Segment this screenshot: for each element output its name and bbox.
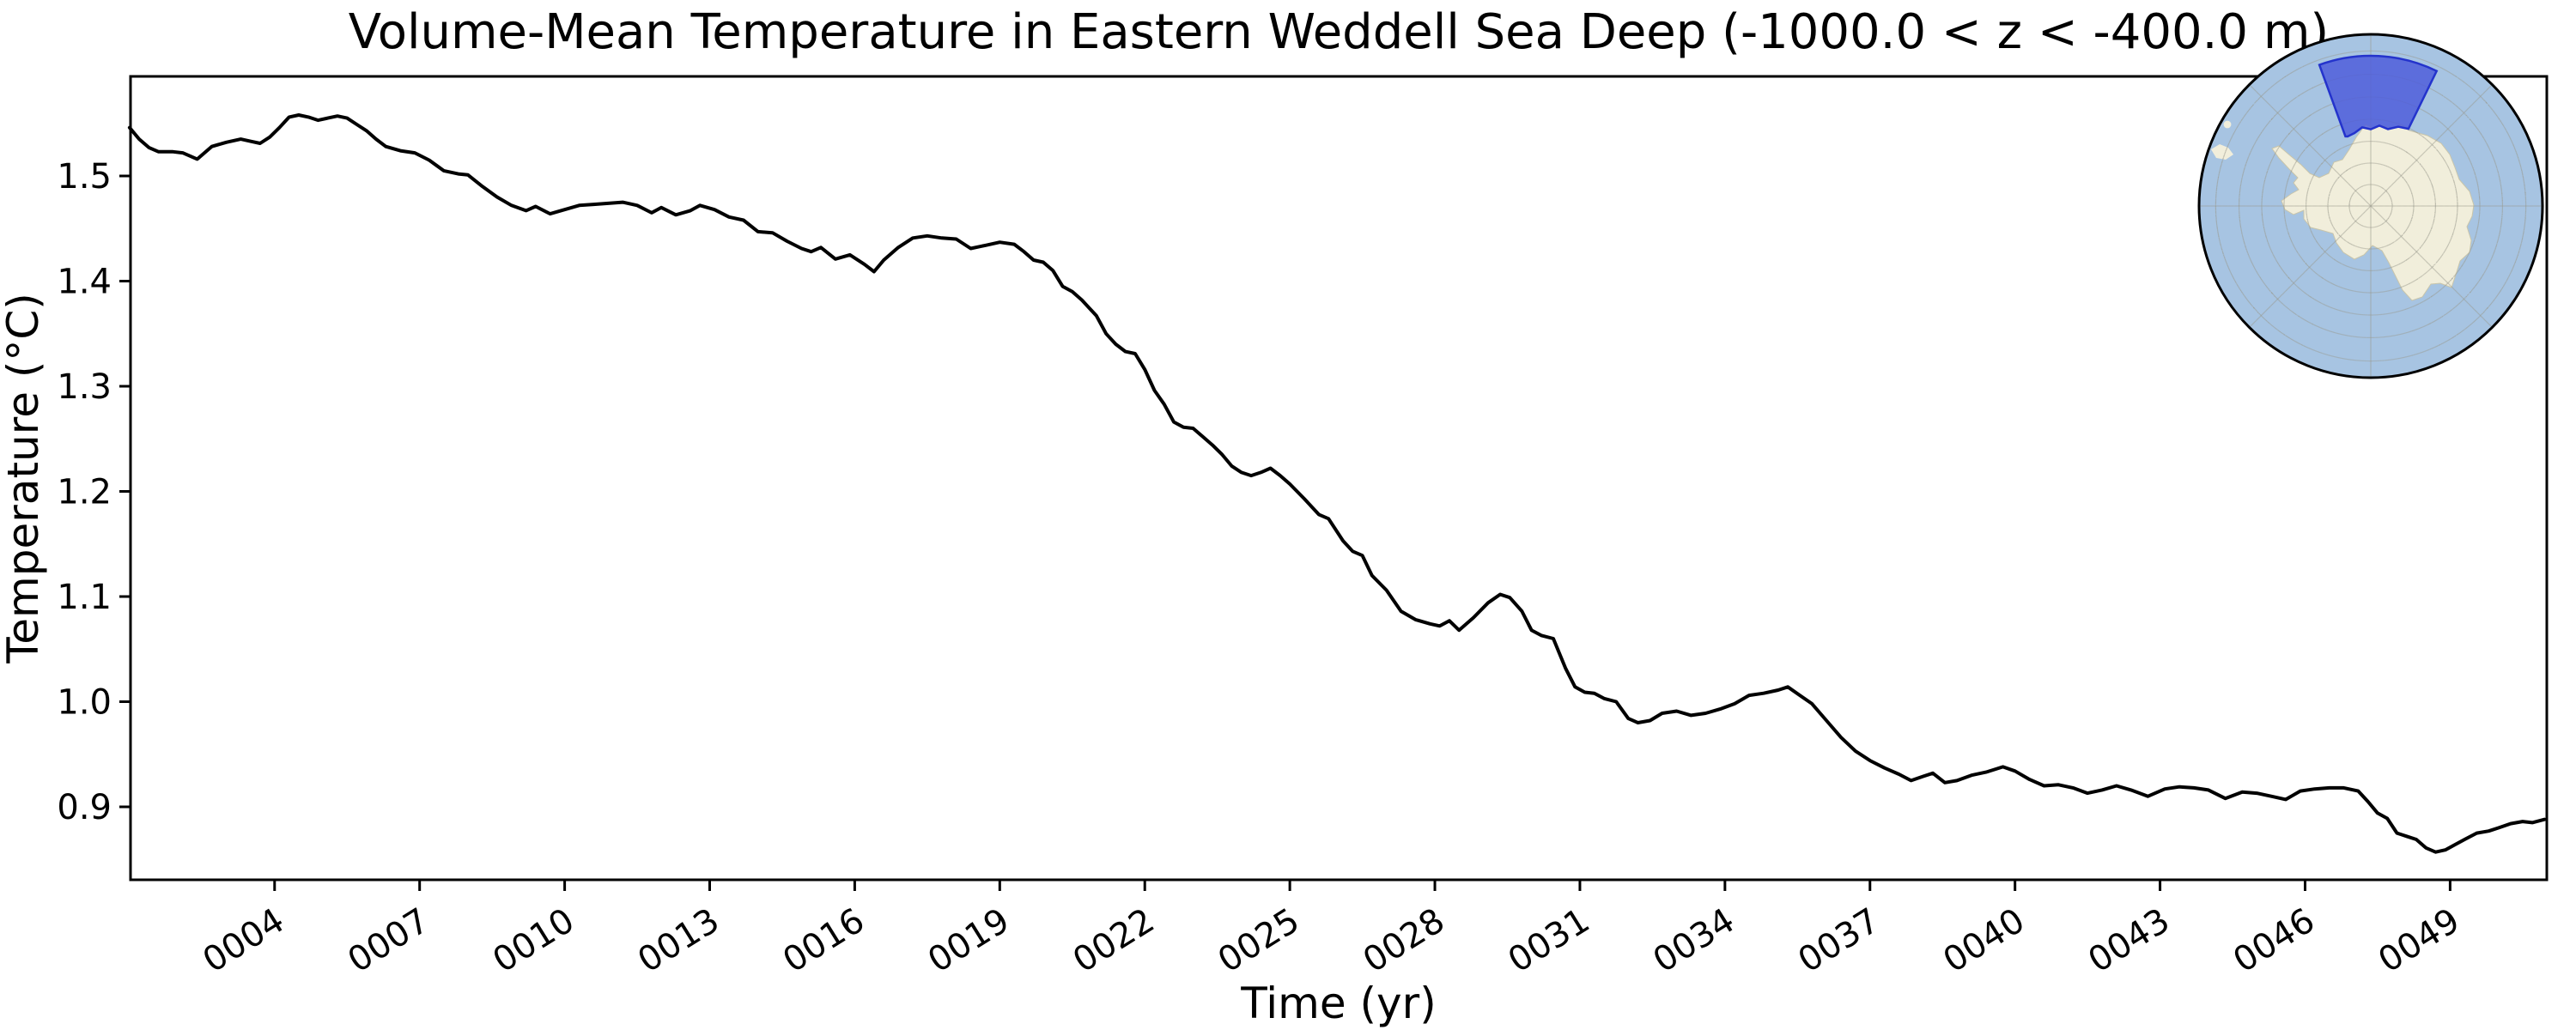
x-axis-label: Time (yr)	[1240, 978, 1436, 1028]
x-tick-label: 0022	[1066, 900, 1162, 980]
x-tick-label: 0004	[196, 900, 291, 980]
plot-spines	[129, 75, 2549, 882]
x-tick-label: 0046	[2227, 900, 2322, 980]
map-rim	[2197, 33, 2544, 379]
x-tick-label: 0034	[1646, 900, 1741, 980]
x-tick-label: 0013	[631, 900, 726, 980]
x-tick-label: 0037	[1791, 900, 1886, 980]
axes-layer: 0004 0007 0010 0013 0016 0019 0022 0025 0028 0031…	[57, 75, 2549, 980]
x-tick-label: 0019	[921, 900, 1017, 980]
x-tick-label: 0016	[776, 900, 872, 980]
x-tick-label: 0040	[1936, 900, 2032, 980]
y-tick-label: 1.4	[57, 263, 112, 302]
x-tick-label: 0025	[1212, 900, 1307, 980]
antarctica-inset-map	[2197, 33, 2544, 379]
graticule	[2199, 34, 2543, 378]
temperature-line	[127, 113, 2547, 854]
y-tick-label: 0.9	[57, 788, 112, 827]
y-tick-label: 1.2	[57, 472, 112, 512]
x-tick-label: 0010	[486, 900, 581, 980]
chart-title: Volume-Mean Temperature in Eastern Wedde…	[349, 4, 2330, 60]
y-tick-label: 1.0	[57, 682, 112, 722]
island-patch	[2211, 144, 2233, 160]
highlight-region-wedge	[2319, 56, 2437, 136]
y-tick-label: 1.3	[57, 367, 112, 407]
y-axis-label: Temperature (°C)	[0, 293, 48, 664]
x-tick-label: 0031	[1502, 900, 1597, 980]
x-tick-label: 0028	[1357, 900, 1452, 980]
island-dot	[2223, 120, 2232, 129]
x-tick-label: 0007	[341, 900, 436, 980]
x-tick-label: 0049	[2372, 900, 2467, 980]
x-tick-label: 0043	[2081, 900, 2177, 980]
y-tick-label: 1.1	[57, 578, 112, 617]
series-layer	[127, 113, 2547, 854]
y-tick-label: 1.5	[57, 157, 112, 197]
